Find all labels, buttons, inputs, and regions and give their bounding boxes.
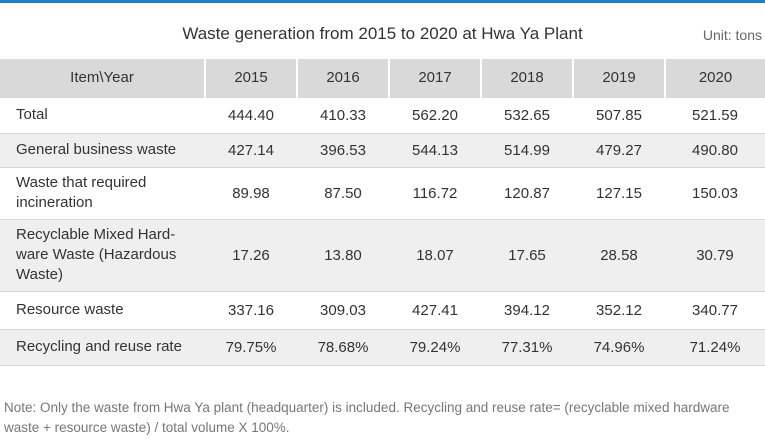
table-cell: 87.50: [297, 167, 389, 219]
column-header-2015: 2015: [205, 59, 298, 97]
table-row: General business waste 427.14 396.53 544…: [0, 133, 765, 167]
footnote: Note: Only the waste from Hwa Ya plant (…: [4, 400, 730, 435]
table-cell: 532.65: [481, 97, 573, 133]
table-row: Recyclable Mixed Hard-ware Waste (Hazard…: [0, 219, 765, 291]
table-cell: 410.33: [297, 97, 389, 133]
table-cell: 17.65: [481, 219, 573, 291]
table-cell: 427.14: [205, 133, 297, 167]
row-label: General business waste: [0, 133, 205, 167]
table-cell: 340.77: [665, 291, 765, 329]
table-row: Waste that required incineration 89.98 8…: [0, 167, 765, 219]
column-header-2017: 2017: [389, 59, 482, 97]
table-cell: 74.96%: [573, 329, 665, 365]
table-row: Total 444.40 410.33 562.20 532.65 507.85…: [0, 97, 765, 133]
table-row: Resource waste 337.16 309.03 427.41 394.…: [0, 291, 765, 329]
waste-table: Item\Year 2015 2016 2017 2018 2019 2020 …: [0, 59, 765, 366]
table-cell: 427.41: [389, 291, 481, 329]
table-cell: 444.40: [205, 97, 297, 133]
table-cell: 78.68%: [297, 329, 389, 365]
column-header-2019: 2019: [573, 59, 666, 97]
column-header-2016: 2016: [297, 59, 390, 97]
table-cell: 89.98: [205, 167, 297, 219]
table-cell: 71.24%: [665, 329, 765, 365]
column-header-2018: 2018: [481, 59, 574, 97]
table-cell: 514.99: [481, 133, 573, 167]
table-cell: 352.12: [573, 291, 665, 329]
table-cell: 120.87: [481, 167, 573, 219]
table-cell: 30.79: [665, 219, 765, 291]
table-cell: 309.03: [297, 291, 389, 329]
table-cell: 490.80: [665, 133, 765, 167]
row-label: Total: [0, 97, 205, 133]
table-title: Waste generation from 2015 to 2020 at Hw…: [182, 24, 583, 43]
table-cell: 479.27: [573, 133, 665, 167]
row-label: Waste that required incineration: [0, 167, 205, 219]
table-cell: 18.07: [389, 219, 481, 291]
table-cell: 507.85: [573, 97, 665, 133]
table-cell: 79.24%: [389, 329, 481, 365]
table-cell: 337.16: [205, 291, 297, 329]
table-cell: 79.75%: [205, 329, 297, 365]
unit-label: Unit: tons: [702, 27, 762, 43]
table-cell: 28.58: [573, 219, 665, 291]
table-cell: 77.31%: [481, 329, 573, 365]
table-cell: 150.03: [665, 167, 765, 219]
table-cell: 394.12: [481, 291, 573, 329]
table-cell: 396.53: [297, 133, 389, 167]
table-cell: 544.13: [389, 133, 481, 167]
table-row: Recycling and reuse rate 79.75% 78.68% 7…: [0, 329, 765, 365]
table-cell: 17.26: [205, 219, 297, 291]
row-label: Recycling and reuse rate: [0, 329, 205, 365]
table-cell: 13.80: [297, 219, 389, 291]
row-label: Resource waste: [0, 291, 205, 329]
table-cell: 562.20: [389, 97, 481, 133]
table-cell: 127.15: [573, 167, 665, 219]
top-accent-bar: [0, 0, 765, 3]
header-row: Item\Year 2015 2016 2017 2018 2019 2020: [0, 59, 765, 97]
column-header-2020: 2020: [665, 59, 765, 97]
table-cell: 116.72: [389, 167, 481, 219]
column-header-item: Item\Year: [0, 59, 206, 97]
row-label: Recyclable Mixed Hard-ware Waste (Hazard…: [0, 219, 205, 291]
table-cell: 521.59: [665, 97, 765, 133]
